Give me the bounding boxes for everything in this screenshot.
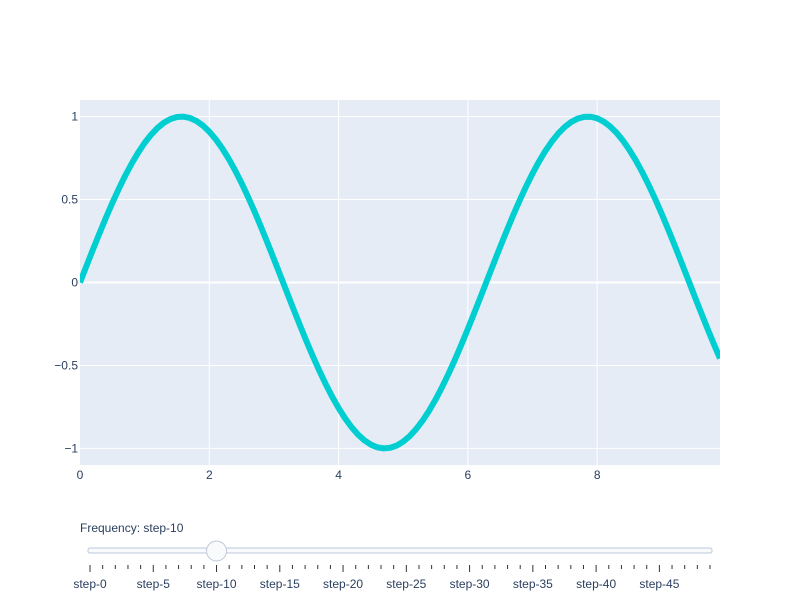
x-tick-label: 8 [594, 468, 601, 482]
slider-handle[interactable] [206, 540, 228, 562]
slider-step-label[interactable]: step-0 [73, 577, 107, 591]
slider-current-value: Frequency: step-10 [80, 521, 184, 535]
series-layer [80, 113, 720, 452]
x-tick-label: 6 [465, 468, 472, 482]
y-tick-label: −1 [64, 441, 78, 455]
grid-lines [80, 100, 720, 465]
slider-step-label[interactable]: step-20 [323, 577, 363, 591]
x-tick-label: 2 [206, 468, 213, 482]
slider-step-labels: step-0 step-5 step-10 step-15 step-20 step-25… [73, 577, 679, 591]
y-tick-label: 0 [71, 276, 78, 290]
slider-step-label[interactable]: step-45 [639, 577, 679, 591]
y-tick-label: 1 [71, 110, 78, 124]
y-tick-label: 0.5 [61, 193, 78, 207]
slider-ticks [89, 565, 711, 572]
slider-step-label[interactable]: step-40 [576, 577, 616, 591]
x-tick-label: 0 [77, 468, 84, 482]
axis-tick-labels: 0 2 4 6 8 1 0.5 0 −0.5 −1 [54, 110, 601, 482]
x-tick-label: 4 [335, 468, 342, 482]
slider-step-label[interactable]: step-30 [450, 577, 490, 591]
slider-step-label[interactable]: step-25 [386, 577, 426, 591]
frequency-slider[interactable]: Frequency: step-10 step-0 step-5 step-10 st… [73, 521, 713, 591]
slider-rail[interactable] [87, 547, 713, 554]
slider-step-label[interactable]: step-5 [137, 577, 171, 591]
series-line [80, 113, 720, 452]
slider-step-label[interactable]: step-35 [513, 577, 553, 591]
slider-step-label[interactable]: step-10 [197, 577, 237, 591]
y-tick-label: −0.5 [54, 358, 78, 372]
slider-step-label[interactable]: step-15 [260, 577, 300, 591]
